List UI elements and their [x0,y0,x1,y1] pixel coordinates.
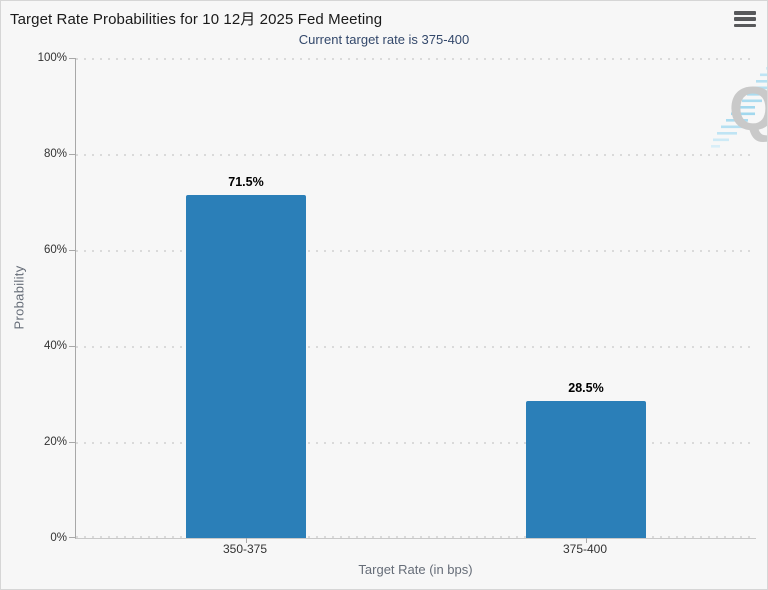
x-category-label: 375-400 [562,542,608,556]
y-tick-label: 20% [43,435,67,448]
x-axis-tick [586,538,587,543]
gridline [76,442,756,444]
y-tick-label: 60% [43,243,67,256]
y-tick-label: 100% [37,51,67,64]
x-category-label: 350-375 [222,542,268,556]
x-axis-tick [246,538,247,543]
plot-area: Q 71.5% 28.5% [69,58,767,543]
gridline [76,154,756,156]
x-axis-title: Target Rate (in bps) [358,562,473,577]
y-axis-tick [69,442,75,443]
menu-bar [734,23,756,27]
bar-value-label: 71.5% [228,174,264,189]
y-axis-tick [69,58,75,59]
chart-title: Target Rate Probabilities for 10 12月 202… [10,11,383,28]
y-axis-tick [69,537,75,538]
watermark-speed-lines [711,67,767,148]
y-axis-labels: 0% 20% 40% 60% 80% 100% [1,52,67,544]
bar-375-400[interactable] [526,401,646,538]
watermark-q-letter: Q [729,75,768,144]
y-tick-label: 0% [50,531,67,544]
y-axis-tick [69,250,75,251]
y-axis-tick [69,346,75,347]
menu-bar [734,11,756,15]
y-tick-label: 40% [43,339,67,352]
quikstrike-watermark-logo: Q [711,67,768,148]
menu-bar [734,17,756,21]
gridline [76,536,756,538]
x-axis-labels: 350-375 375-400 [75,542,756,558]
gridline [76,346,756,348]
y-axis-tick [69,154,75,155]
gridline [76,58,756,60]
hamburger-menu-icon[interactable] [734,11,756,27]
gridline [76,250,756,252]
y-tick-label: 80% [43,147,67,160]
bar-value-label: 28.5% [568,381,604,396]
bar-350-375[interactable] [186,194,306,538]
chart-subtitle: Current target rate is 375-400 [298,32,470,47]
